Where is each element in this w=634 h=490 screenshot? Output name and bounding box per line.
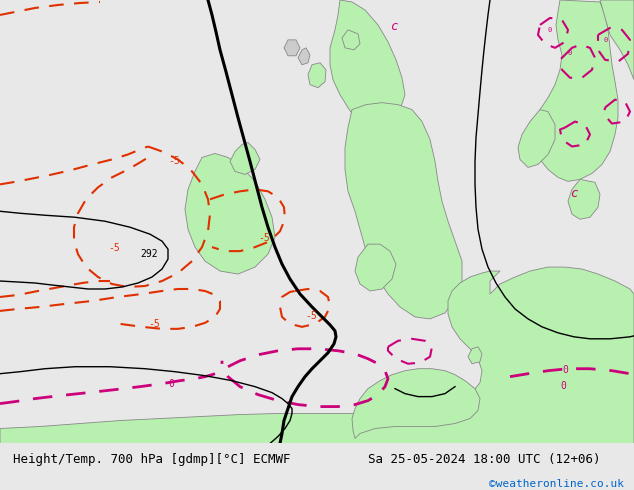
Polygon shape bbox=[185, 153, 275, 274]
Text: ©weatheronline.co.uk: ©weatheronline.co.uk bbox=[489, 479, 624, 490]
Polygon shape bbox=[355, 244, 396, 291]
Polygon shape bbox=[518, 110, 555, 168]
Polygon shape bbox=[308, 63, 326, 88]
Text: Sa 25-05-2024 18:00 UTC (12+06): Sa 25-05-2024 18:00 UTC (12+06) bbox=[368, 453, 600, 466]
Polygon shape bbox=[0, 267, 634, 443]
Text: -5: -5 bbox=[258, 233, 269, 243]
Text: -5: -5 bbox=[305, 311, 317, 321]
Polygon shape bbox=[568, 179, 600, 219]
Polygon shape bbox=[352, 368, 480, 439]
Polygon shape bbox=[468, 347, 482, 364]
Text: 0: 0 bbox=[168, 379, 174, 389]
Text: -5: -5 bbox=[108, 243, 120, 253]
Text: 292: 292 bbox=[140, 249, 158, 259]
Polygon shape bbox=[532, 0, 618, 181]
Polygon shape bbox=[230, 143, 260, 174]
Text: c: c bbox=[390, 20, 398, 33]
Text: 0: 0 bbox=[562, 365, 568, 375]
Polygon shape bbox=[345, 102, 462, 319]
Text: 0: 0 bbox=[604, 37, 608, 43]
Polygon shape bbox=[298, 48, 310, 65]
Text: 0: 0 bbox=[560, 381, 566, 391]
Text: 0: 0 bbox=[548, 27, 552, 33]
Polygon shape bbox=[342, 30, 360, 50]
Polygon shape bbox=[600, 0, 634, 80]
Text: 0: 0 bbox=[568, 50, 573, 56]
Text: c: c bbox=[570, 187, 578, 200]
Polygon shape bbox=[284, 40, 300, 56]
Text: -5: -5 bbox=[148, 319, 160, 329]
Text: Height/Temp. 700 hPa [gdmp][°C] ECMWF: Height/Temp. 700 hPa [gdmp][°C] ECMWF bbox=[13, 453, 290, 466]
Text: -5.: -5. bbox=[168, 156, 186, 167]
Polygon shape bbox=[330, 0, 405, 127]
